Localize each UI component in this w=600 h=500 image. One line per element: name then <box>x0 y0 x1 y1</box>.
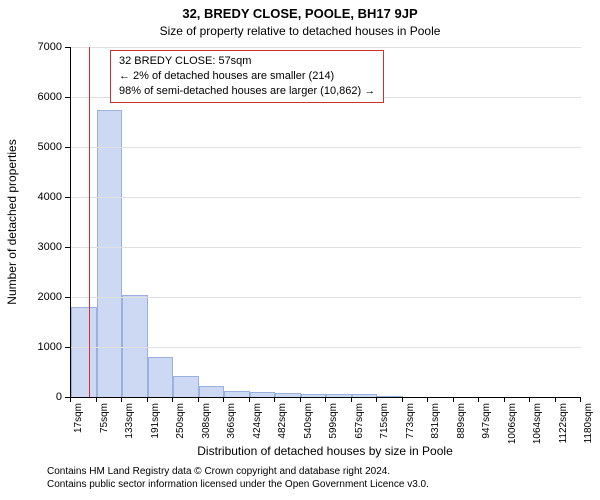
y-tick-label: 6000 <box>38 91 62 103</box>
y-tick-label: 4000 <box>38 191 62 203</box>
info-line-1: 32 BREDY CLOSE: 57sqm <box>119 54 375 69</box>
bar <box>122 295 148 398</box>
x-tick-mark <box>529 397 530 402</box>
title-main: 32, BREDY CLOSE, POOLE, BH17 9JP <box>0 6 600 21</box>
x-tick-mark <box>351 397 352 402</box>
x-tick-mark <box>376 397 377 402</box>
gridline <box>71 147 581 148</box>
footer-line-2: Contains public sector information licen… <box>47 478 429 491</box>
x-tick-mark <box>555 397 556 402</box>
y-tick-label: 7000 <box>38 41 62 53</box>
bar-slot <box>454 47 480 397</box>
x-tick-mark <box>478 397 479 402</box>
gridline <box>71 347 581 348</box>
gridline <box>71 247 581 248</box>
gridline <box>71 47 581 48</box>
x-tick-mark <box>249 397 250 402</box>
footer-line-1: Contains HM Land Registry data © Crown c… <box>47 465 429 478</box>
x-tick-label: 1006sqm <box>507 403 518 444</box>
x-tick-label: 657sqm <box>354 403 365 439</box>
info-line-3: 98% of semi-detached houses are larger (… <box>119 84 375 99</box>
bar <box>173 376 199 398</box>
bar-slot <box>556 47 582 397</box>
x-tick-label: 250sqm <box>175 403 186 439</box>
chart-root: 32, BREDY CLOSE, POOLE, BH17 9JP Size of… <box>0 0 600 500</box>
x-tick-label: 424sqm <box>252 403 263 439</box>
x-tick-label: 540sqm <box>303 403 314 439</box>
x-tick-label: 1180sqm <box>583 403 594 443</box>
property-marker-line <box>89 47 90 397</box>
y-tick-label: 1000 <box>38 341 62 353</box>
x-tick-mark <box>453 397 454 402</box>
x-tick-mark <box>96 397 97 402</box>
y-axis: 01000200030004000500060007000 <box>0 47 70 397</box>
bar-slot <box>479 47 505 397</box>
x-tick-label: 17sqm <box>73 403 84 433</box>
bar <box>148 357 174 397</box>
x-tick-mark <box>504 397 505 402</box>
x-tick-label: 715sqm <box>379 403 390 439</box>
bar <box>199 386 225 397</box>
bar-slot <box>530 47 556 397</box>
x-tick-label: 599sqm <box>328 403 339 439</box>
y-tick-label: 5000 <box>38 141 62 153</box>
bar-slot <box>505 47 531 397</box>
x-tick-label: 831sqm <box>430 403 441 439</box>
bar <box>97 110 123 398</box>
info-line-2: ← 2% of detached houses are smaller (214… <box>119 69 375 84</box>
x-tick-label: 1064sqm <box>532 403 543 444</box>
x-tick-label: 308sqm <box>201 403 212 439</box>
gridline <box>71 197 581 198</box>
x-tick-label: 1122sqm <box>558 403 569 443</box>
info-box: 32 BREDY CLOSE: 57sqm ← 2% of detached h… <box>110 50 384 103</box>
x-tick-mark <box>325 397 326 402</box>
x-axis-label: Distribution of detached houses by size … <box>70 444 580 458</box>
x-tick-mark <box>427 397 428 402</box>
bar <box>71 307 97 397</box>
x-tick-label: 482sqm <box>277 403 288 439</box>
x-tick-mark <box>274 397 275 402</box>
x-tick-label: 889sqm <box>456 403 467 439</box>
y-tick-label: 3000 <box>38 241 62 253</box>
x-tick-mark <box>223 397 224 402</box>
x-tick-label: 191sqm <box>150 403 161 439</box>
x-tick-mark <box>172 397 173 402</box>
x-tick-mark <box>147 397 148 402</box>
y-tick-label: 2000 <box>38 291 62 303</box>
x-tick-label: 75sqm <box>99 403 110 433</box>
footer: Contains HM Land Registry data © Crown c… <box>47 465 429 491</box>
x-tick-label: 366sqm <box>226 403 237 439</box>
x-tick-mark <box>580 397 581 402</box>
bar-slot <box>403 47 429 397</box>
bar-slot <box>428 47 454 397</box>
gridline <box>71 297 581 298</box>
x-tick-mark <box>70 397 71 402</box>
x-tick-mark <box>121 397 122 402</box>
x-tick-label: 947sqm <box>481 403 492 439</box>
x-tick-mark <box>198 397 199 402</box>
x-tick-label: 773sqm <box>405 403 416 439</box>
x-tick-mark <box>300 397 301 402</box>
title-subtitle: Size of property relative to detached ho… <box>0 24 600 38</box>
x-tick-mark <box>402 397 403 402</box>
x-tick-label: 133sqm <box>124 403 135 439</box>
y-tick-label: 0 <box>56 391 62 403</box>
bar-slot <box>71 47 97 397</box>
